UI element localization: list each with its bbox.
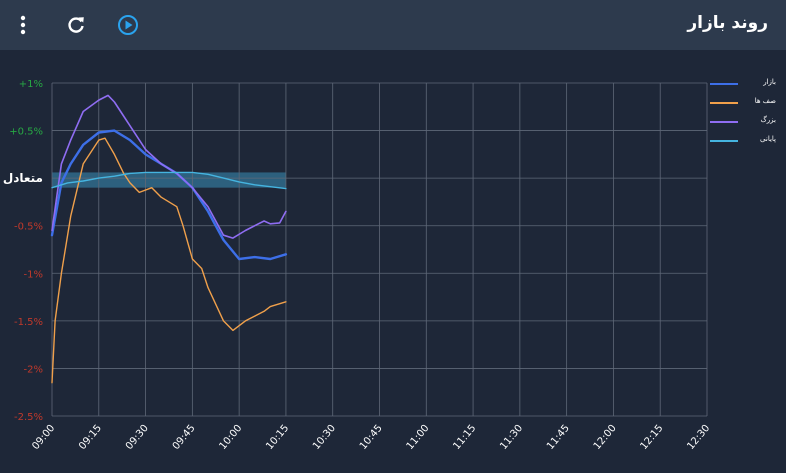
more-menu-button[interactable]: [10, 12, 36, 38]
series-line: [51, 137, 287, 384]
legend-label: بازار: [763, 78, 776, 86]
legend-swatch: [710, 83, 738, 85]
more-vertical-icon: [20, 15, 26, 35]
y-tick-label: +0.5%: [9, 127, 43, 138]
x-tick-label: 10:30: [311, 423, 338, 452]
x-tick-label: 10:45: [358, 423, 385, 452]
chart-svg: +1% +0.5% متعادل -0.5% -1% -1.5% -2% -2.5%09:00…: [3, 79, 712, 452]
legend-swatch: [710, 140, 738, 142]
series-line: [51, 171, 287, 190]
legend-label: بزرگ: [760, 116, 776, 124]
x-tick-label: 10:00: [217, 423, 244, 452]
y-tick-label: +1%: [19, 79, 43, 90]
x-tick-label: 10:15: [264, 423, 291, 452]
play-button[interactable]: [115, 12, 141, 38]
y-tick-label: -1.5%: [14, 317, 43, 328]
x-tick-label: 11:15: [451, 423, 478, 452]
x-tick-label: 11:45: [545, 423, 572, 452]
y-tick-label: -2%: [24, 364, 43, 375]
refresh-icon: [68, 17, 84, 33]
legend-item[interactable]: بزرگ: [708, 116, 784, 135]
x-tick-label: 09:30: [124, 423, 151, 452]
x-tick-label: 12:00: [592, 423, 619, 452]
page-title: روند بازار: [687, 13, 768, 33]
legend-item[interactable]: بازار: [708, 78, 784, 97]
y-tick-label: -0.5%: [14, 222, 43, 233]
chart-legend: بازار صف ها بزرگ پایانی: [708, 78, 784, 154]
market-trend-chart: +1% +0.5% متعادل -0.5% -1% -1.5% -2% -2.5% 09:00…: [0, 50, 786, 469]
x-tick-label: 12:30: [685, 423, 712, 452]
x-tick-label: 12:15: [639, 423, 666, 452]
x-tick-label: 11:30: [498, 423, 525, 452]
legend-swatch: [710, 102, 738, 104]
x-tick-label: 09:00: [30, 423, 57, 452]
legend-swatch: [710, 121, 738, 123]
y-tick-label: -1%: [24, 269, 43, 280]
play-circle-icon: [118, 15, 138, 35]
x-tick-label: 09:15: [77, 423, 104, 452]
legend-item[interactable]: پایانی: [708, 135, 784, 154]
top-bar: روند بازار: [0, 0, 786, 50]
legend-item[interactable]: صف ها: [708, 97, 784, 116]
y-tick-label: متعادل: [3, 171, 43, 185]
y-tick-label: -2.5%: [14, 412, 43, 423]
series-line: [50, 129, 288, 261]
x-tick-label: 11:00: [405, 423, 432, 452]
legend-label: صف ها: [754, 97, 776, 105]
legend-label: پایانی: [760, 135, 776, 143]
series-line: [51, 94, 287, 239]
x-tick-label: 09:45: [171, 423, 198, 452]
refresh-button[interactable]: [63, 12, 89, 38]
